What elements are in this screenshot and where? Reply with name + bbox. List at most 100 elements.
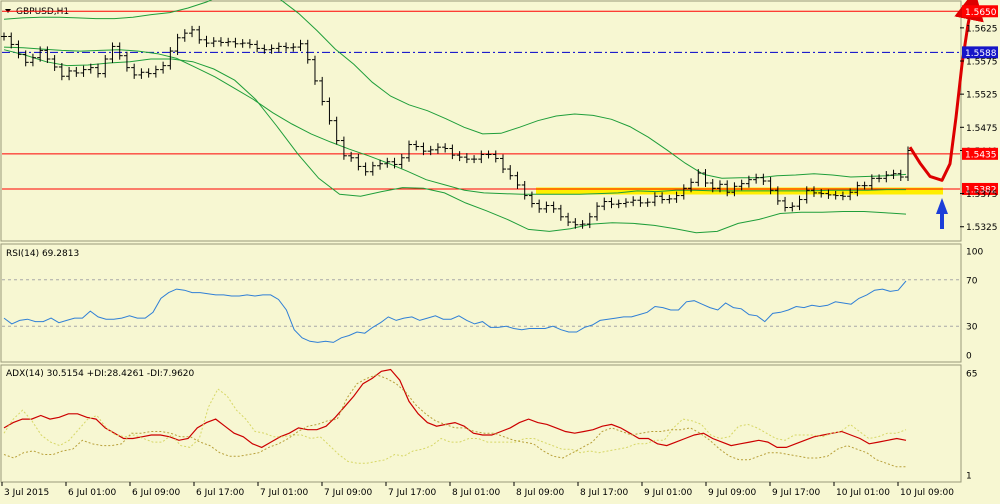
price-bar bbox=[275, 42, 282, 53]
price-bar bbox=[876, 174, 883, 183]
x-tick-label: 8 Jul 17:00 bbox=[580, 488, 629, 498]
price-bar bbox=[753, 173, 760, 184]
price-bar bbox=[290, 43, 297, 52]
adx-layer bbox=[3, 368, 907, 468]
price-bar bbox=[745, 175, 752, 188]
price-bar bbox=[847, 188, 854, 201]
price-tick-label: 1.5588 bbox=[965, 49, 997, 59]
price-bar bbox=[644, 198, 651, 207]
rsi-tick-label: 100 bbox=[966, 248, 983, 258]
price-bar bbox=[413, 140, 420, 151]
price-bar bbox=[810, 186, 817, 197]
price-bar bbox=[405, 140, 412, 162]
price-bar bbox=[210, 37, 217, 48]
price-bar bbox=[471, 155, 478, 164]
price-bar bbox=[695, 169, 702, 187]
price-tick-label: 1.5575 bbox=[966, 58, 998, 68]
price-bar bbox=[492, 150, 499, 163]
price-bar bbox=[348, 151, 355, 162]
price-bar bbox=[189, 25, 196, 38]
price-bar bbox=[608, 197, 615, 209]
x-tick-label: 6 Jul 09:00 bbox=[132, 488, 181, 498]
price-bar bbox=[666, 194, 673, 204]
price-bar bbox=[377, 159, 384, 170]
price-bar bbox=[789, 202, 796, 212]
price-bar bbox=[449, 144, 456, 160]
price-bar bbox=[434, 143, 441, 154]
price-bar bbox=[702, 169, 709, 187]
price-bar bbox=[659, 192, 666, 204]
price-bar bbox=[398, 153, 405, 169]
price-tick-label: 1.5435 bbox=[965, 150, 997, 160]
price-bar bbox=[15, 40, 22, 59]
x-tick-label: 7 Jul 09:00 bbox=[324, 488, 373, 498]
price-bar bbox=[782, 196, 789, 212]
price-bars bbox=[1, 25, 911, 229]
x-tick-label: 8 Jul 09:00 bbox=[516, 488, 565, 498]
price-bar bbox=[181, 29, 188, 42]
price-bar bbox=[442, 143, 449, 153]
price-bar bbox=[246, 39, 253, 49]
price-bar bbox=[283, 42, 290, 52]
price-bar bbox=[420, 142, 427, 156]
rsi-panel-title: RSI(14) 69.2813 bbox=[6, 249, 79, 259]
price-bar bbox=[391, 157, 398, 169]
x-tick-label: 10 Jul 01:00 bbox=[836, 488, 890, 498]
price-bar bbox=[66, 66, 73, 81]
price-bar bbox=[478, 150, 485, 164]
level-label-box bbox=[962, 5, 998, 18]
level-label-box bbox=[962, 182, 998, 195]
price-bar bbox=[131, 63, 138, 79]
price-bar bbox=[760, 173, 767, 185]
price-bar bbox=[37, 46, 44, 62]
price-bar bbox=[883, 171, 890, 183]
price-bar bbox=[557, 204, 564, 221]
price-tick-label: 1.5525 bbox=[966, 91, 998, 101]
price-bar bbox=[167, 47, 174, 70]
rsi-tick-label: 70 bbox=[966, 276, 978, 286]
price-bar bbox=[196, 25, 203, 44]
price-bar bbox=[333, 116, 340, 145]
rsi-panel bbox=[0, 243, 962, 363]
price-bar bbox=[109, 42, 116, 63]
price-bar bbox=[174, 33, 181, 56]
price-bar bbox=[897, 169, 904, 181]
price-bar bbox=[297, 39, 304, 52]
price-tick-label: 1.5382 bbox=[965, 185, 997, 195]
price-bar bbox=[709, 179, 716, 193]
adx-panel-title: ADX(14) 30.5154 +DI:28.4261 -DI:7.9620 bbox=[6, 369, 195, 379]
x-tick-label: 8 Jul 01:00 bbox=[452, 488, 501, 498]
price-bar bbox=[160, 61, 167, 74]
price-bar bbox=[680, 184, 687, 200]
x-tick-label: 9 Jul 01:00 bbox=[644, 488, 693, 498]
x-tick-label: 7 Jul 01:00 bbox=[260, 488, 309, 498]
price-bar bbox=[58, 62, 65, 81]
price-bar bbox=[456, 151, 463, 162]
x-tick-label: 10 Jul 09:00 bbox=[900, 488, 954, 498]
price-bar bbox=[594, 202, 601, 221]
price-bar bbox=[362, 162, 369, 176]
price-bar bbox=[8, 32, 15, 49]
adx-tick-label: 1 bbox=[966, 472, 972, 482]
price-bar bbox=[536, 199, 543, 213]
price-bar bbox=[528, 191, 535, 208]
price-bar bbox=[637, 196, 644, 207]
x-tick-label: 6 Jul 01:00 bbox=[68, 488, 117, 498]
price-bar bbox=[839, 191, 846, 201]
price-bar bbox=[731, 182, 738, 197]
price-bar bbox=[673, 191, 680, 203]
price-bar bbox=[622, 198, 629, 208]
price-bar bbox=[579, 220, 586, 229]
price-bar bbox=[268, 44, 275, 54]
price-bar bbox=[774, 186, 781, 205]
price-bar bbox=[651, 192, 658, 207]
x-tick-label: 6 Jul 17:00 bbox=[196, 488, 245, 498]
price-tick-label: 1.5475 bbox=[966, 124, 998, 134]
price-bar bbox=[565, 212, 572, 227]
price-bar bbox=[818, 188, 825, 198]
price-bar bbox=[22, 50, 29, 67]
rsi-layer bbox=[2, 279, 960, 343]
price-bar bbox=[217, 37, 224, 47]
